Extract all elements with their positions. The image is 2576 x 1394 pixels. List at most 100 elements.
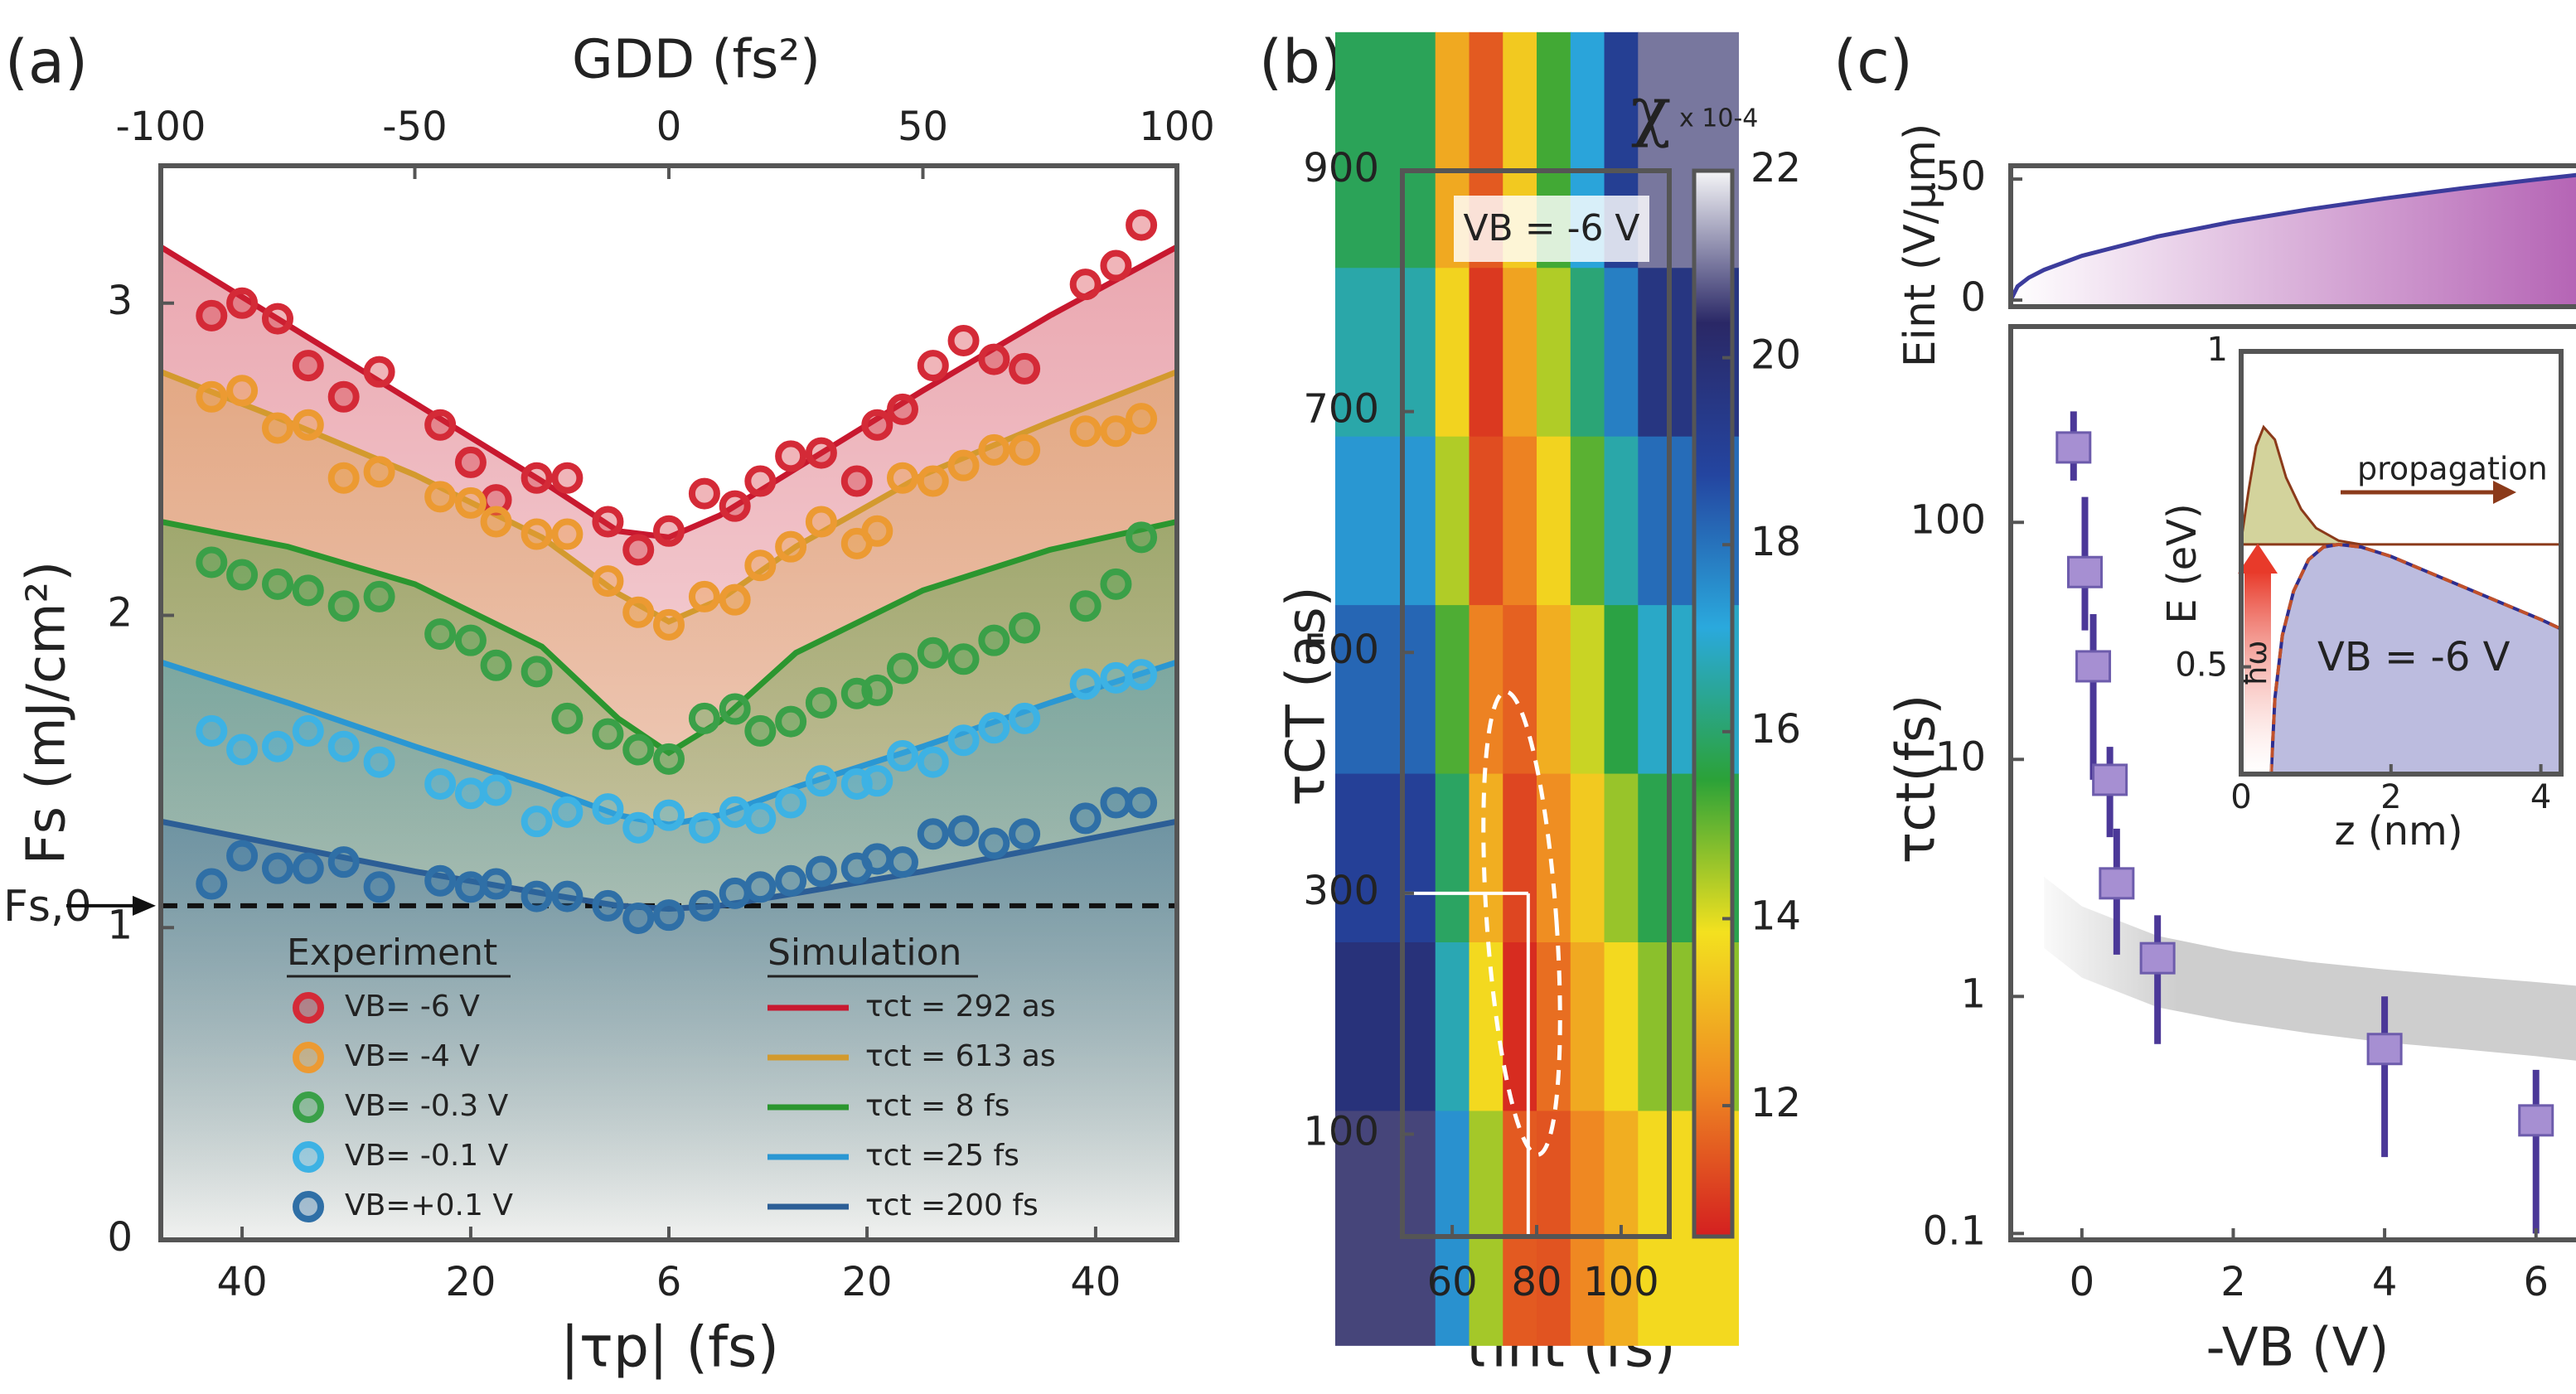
data-point xyxy=(805,687,837,719)
label: 20 xyxy=(842,1259,893,1305)
heatmap-cell xyxy=(1334,604,1436,774)
heatmap-cell xyxy=(1537,941,1571,1111)
data-point xyxy=(719,693,751,725)
field-line xyxy=(2008,172,2576,302)
legend-marker xyxy=(293,1091,324,1123)
label: 0.1 xyxy=(1923,1208,1986,1254)
data-point xyxy=(1100,568,1132,600)
heatmap-cell xyxy=(1469,267,1504,437)
data-point xyxy=(688,889,720,922)
data-point xyxy=(424,618,457,651)
label: VB= -4 V xyxy=(345,1039,480,1073)
label: (b) xyxy=(1259,27,1344,97)
data-point xyxy=(480,774,512,806)
label: 16 xyxy=(1750,706,1801,753)
data-point xyxy=(805,765,837,797)
data-point xyxy=(521,806,553,838)
fit-line xyxy=(159,369,1179,625)
data-point xyxy=(551,462,583,494)
band-line-dashed xyxy=(2269,542,2562,775)
label: Experiment xyxy=(287,932,497,974)
data-point xyxy=(424,767,457,800)
data-point xyxy=(861,765,893,797)
data-point xyxy=(1009,612,1041,644)
data-point xyxy=(1100,661,1132,694)
label: 4 xyxy=(2372,1259,2398,1305)
data-point xyxy=(480,506,512,538)
label: -VB (V) xyxy=(2206,1318,2389,1379)
photon-arrow-head xyxy=(2238,544,2278,574)
fit-line xyxy=(160,818,1178,912)
label: τct = 292 as xyxy=(865,990,1056,1024)
data-point xyxy=(521,462,553,494)
data-point xyxy=(861,409,893,441)
label: Eint (V/µm) xyxy=(1896,123,1945,368)
data-point xyxy=(196,714,228,747)
data-point xyxy=(261,852,293,884)
heatmap-cell xyxy=(1503,772,1538,942)
label: z (nm) xyxy=(2334,808,2462,854)
data-point xyxy=(521,656,553,688)
heatmap-cell xyxy=(1435,267,1470,437)
data-point xyxy=(1009,818,1041,850)
annotation-box xyxy=(1454,196,1649,262)
heatmap-cell xyxy=(1334,267,1436,437)
data-point xyxy=(2366,1033,2403,1066)
data-point xyxy=(226,840,259,872)
inset-frame xyxy=(2239,349,2564,777)
data-point xyxy=(521,880,553,912)
data-point xyxy=(1126,787,1158,819)
heatmap-cell xyxy=(1604,435,1639,606)
label: GDD (fs²) xyxy=(572,30,821,91)
label: 1 xyxy=(1960,970,1986,1017)
data-point xyxy=(653,899,685,932)
data-point xyxy=(226,733,259,766)
heatmap-cell xyxy=(1503,435,1538,606)
label: 2 xyxy=(107,590,133,636)
data-point xyxy=(2518,1104,2554,1137)
heatmap-cell xyxy=(1469,772,1504,942)
data-point xyxy=(861,843,893,875)
data-point xyxy=(653,743,685,775)
data-point xyxy=(327,730,360,762)
data-point xyxy=(196,380,228,413)
label: VB= -0.3 V xyxy=(345,1089,509,1123)
data-point xyxy=(292,574,324,607)
data-point xyxy=(947,724,980,757)
data-point xyxy=(1126,659,1158,691)
data-point xyxy=(1009,433,1041,466)
data-point xyxy=(196,299,228,332)
heatmap-cell xyxy=(1604,772,1639,942)
data-point xyxy=(292,714,324,747)
data-point xyxy=(592,793,624,825)
heatmap-cell xyxy=(1570,267,1605,437)
data-point xyxy=(480,649,512,681)
data-point xyxy=(2092,763,2128,796)
data-point xyxy=(947,324,980,356)
label: 50 xyxy=(898,104,948,150)
legend-marker xyxy=(293,992,324,1024)
heatmap-cell xyxy=(1570,941,1605,1111)
data-point xyxy=(775,787,807,819)
heatmap-cell xyxy=(1435,941,1470,1111)
label: 2 xyxy=(2380,778,2401,816)
data-point xyxy=(454,777,487,810)
data-point xyxy=(886,740,918,772)
heatmap-cell xyxy=(1503,941,1538,1111)
data-point xyxy=(978,712,1010,744)
heatmap-cell xyxy=(1435,604,1470,774)
data-point xyxy=(592,506,624,538)
data-point xyxy=(2139,941,2176,975)
data-point xyxy=(196,868,228,900)
label: -50 xyxy=(382,104,447,150)
data-point xyxy=(454,624,487,656)
label: τct = 8 fs xyxy=(865,1089,1010,1123)
data-point xyxy=(917,350,949,382)
heatmap-cell xyxy=(1334,1110,1436,1346)
colorbar xyxy=(1692,168,1735,1239)
data-point xyxy=(775,530,807,563)
data-point xyxy=(886,462,918,494)
label: τct =200 fs xyxy=(865,1188,1039,1222)
fit-line xyxy=(160,519,1178,757)
